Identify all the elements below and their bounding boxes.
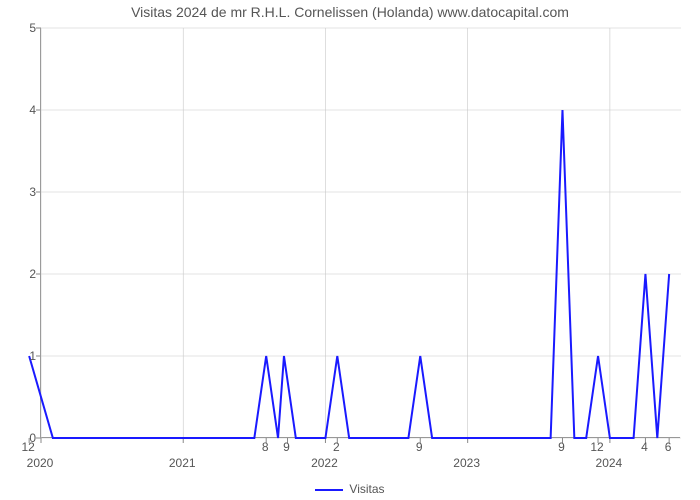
x-value-label: 2 bbox=[333, 440, 340, 454]
x-value-label: 6 bbox=[665, 440, 672, 454]
x-value-label: 9 bbox=[416, 440, 423, 454]
legend-swatch bbox=[315, 489, 343, 491]
y-tick-label: 5 bbox=[6, 21, 36, 35]
legend: Visitas bbox=[0, 482, 700, 496]
x-year-label: 2021 bbox=[169, 456, 196, 470]
chart-title: Visitas 2024 de mr R.H.L. Cornelissen (H… bbox=[0, 4, 700, 20]
x-year-label: 2024 bbox=[596, 456, 623, 470]
plot-area bbox=[40, 28, 680, 438]
x-year-label: 2020 bbox=[27, 456, 54, 470]
x-value-label: 12 bbox=[590, 440, 603, 454]
x-value-label: 4 bbox=[641, 440, 648, 454]
x-value-label: 9 bbox=[283, 440, 290, 454]
x-value-label: 12 bbox=[21, 440, 34, 454]
chart-svg bbox=[41, 28, 681, 438]
y-tick-label: 3 bbox=[6, 185, 36, 199]
x-value-label: 9 bbox=[558, 440, 565, 454]
y-tick-label: 2 bbox=[6, 267, 36, 281]
y-tick-label: 1 bbox=[6, 349, 36, 363]
legend-label: Visitas bbox=[349, 482, 384, 496]
x-year-label: 2022 bbox=[311, 456, 338, 470]
y-tick-label: 4 bbox=[6, 103, 36, 117]
x-value-label: 8 bbox=[262, 440, 269, 454]
x-year-label: 2023 bbox=[453, 456, 480, 470]
